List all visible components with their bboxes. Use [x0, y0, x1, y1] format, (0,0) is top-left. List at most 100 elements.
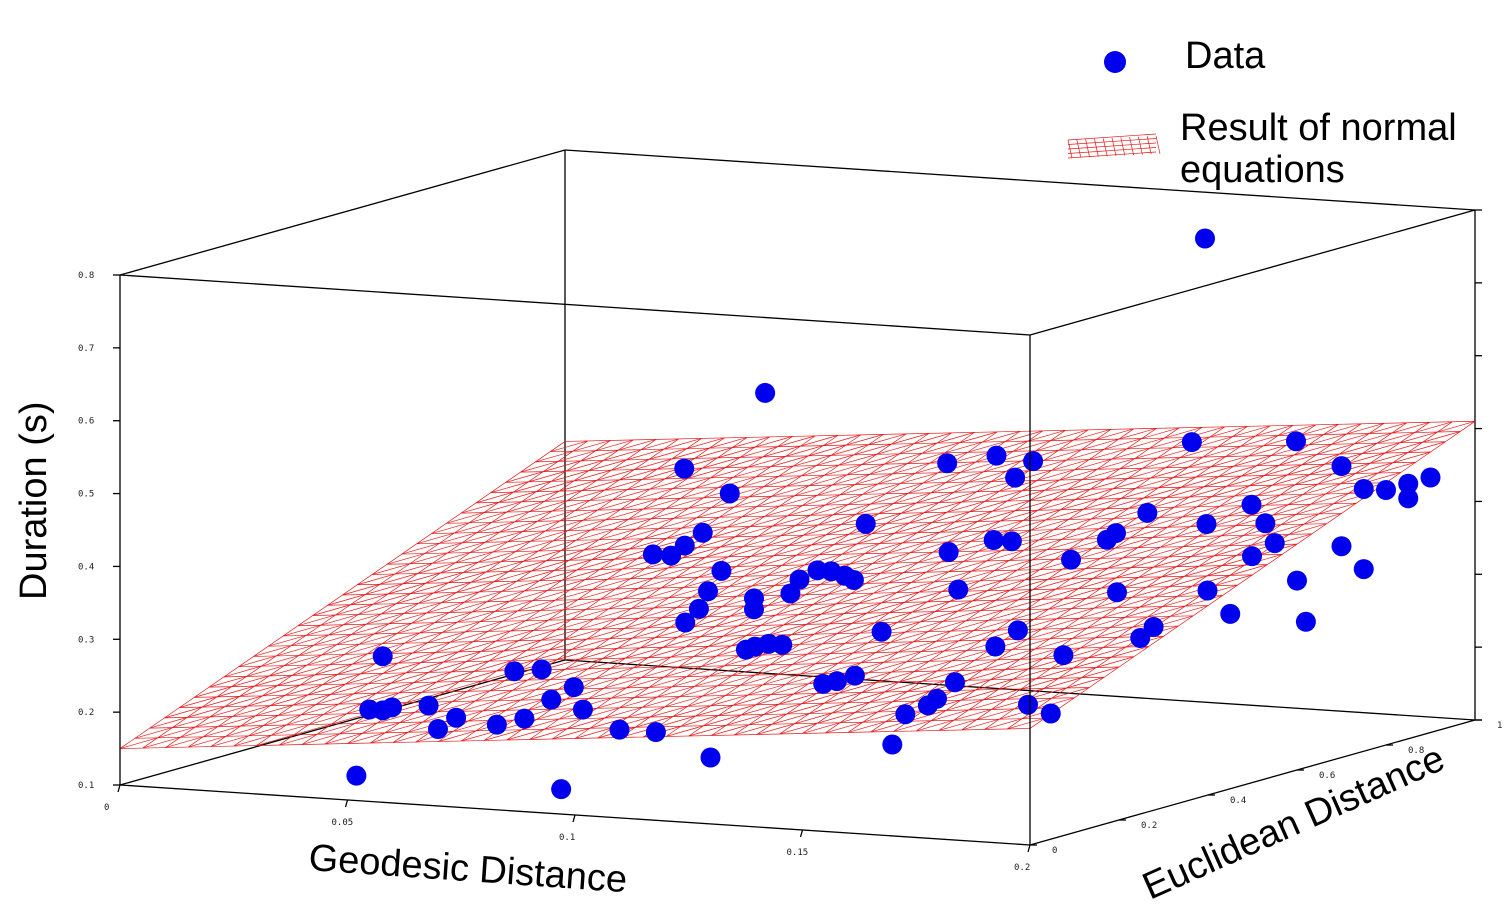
plane-mesh-diagonal — [462, 531, 500, 544]
data-point — [1353, 559, 1374, 580]
plane-mesh-diagonal — [742, 535, 781, 547]
plane-mesh-diagonal — [1184, 565, 1222, 577]
data-point — [1061, 549, 1081, 570]
plane-mesh-diagonal — [1154, 585, 1193, 598]
plane-mesh-diagonal — [740, 476, 779, 488]
plane-mesh-diagonal — [618, 667, 657, 679]
plane-mesh-diagonal — [650, 705, 688, 718]
plane-mesh-diagonal — [665, 497, 704, 509]
plane-mesh-diagonal — [847, 493, 886, 505]
plane-mesh-diagonal — [284, 654, 322, 666]
plane-mesh-diagonal — [866, 602, 905, 614]
y-tick-label: 1 — [1497, 721, 1502, 731]
plane-mesh-diagonal — [545, 519, 583, 532]
plane-mesh-diagonal — [232, 705, 271, 717]
plane-mesh-diagonal — [823, 662, 861, 674]
plane-mesh-diagonal — [1068, 508, 1107, 520]
plane-mesh-diagonal — [734, 495, 772, 508]
plane-mesh-diagonal — [979, 569, 1018, 582]
plane-mesh-diagonal — [799, 633, 838, 645]
data-point — [563, 677, 584, 698]
plane-mesh-diagonal — [787, 504, 826, 517]
plane-mesh-diagonal — [1070, 567, 1109, 580]
plane-mesh-diagonal — [824, 692, 862, 704]
plane-mesh-diagonal — [463, 561, 501, 573]
plane-mesh-diagonal — [800, 662, 839, 675]
plane-mesh-diagonal — [741, 703, 779, 716]
plane-mesh-diagonal — [908, 482, 946, 494]
data-point — [1331, 456, 1352, 477]
plane-mesh-diagonal — [1228, 534, 1267, 546]
plane-mesh-diagonal — [547, 579, 585, 591]
plane-mesh-diagonal — [692, 615, 731, 628]
plane-mesh-diagonal — [900, 472, 939, 484]
plane-mesh-diagonal — [456, 581, 494, 593]
plane-mesh-diagonal — [660, 576, 699, 589]
plane-mesh-diagonal — [322, 673, 361, 685]
data-point — [1040, 703, 1061, 724]
plane-mesh-diagonal — [1052, 488, 1091, 501]
plane-mesh-diagonal — [362, 722, 401, 734]
data-point — [945, 672, 965, 693]
plane-mesh-diagonal — [1229, 564, 1268, 576]
plane-mesh-diagonal — [351, 623, 390, 635]
data-point — [486, 714, 507, 735]
plane-mesh-diagonal — [392, 731, 431, 743]
plane-mesh-diagonal — [885, 482, 924, 495]
plane-mesh-diagonal — [727, 515, 765, 528]
plane-mesh-diagonal — [418, 592, 457, 604]
plane-mesh-diagonal — [1064, 617, 1103, 629]
legend-swatch-line — [1076, 139, 1082, 158]
plane-mesh-diagonal — [486, 590, 525, 603]
plane-mesh-diagonal — [598, 528, 637, 541]
plane-mesh-diagonal — [1294, 473, 1333, 486]
plane-mesh-diagonal — [741, 505, 780, 518]
plane-mesh-diagonal — [574, 727, 613, 739]
plane-mesh-diagonal — [678, 655, 717, 668]
plane-mesh-diagonal — [920, 610, 958, 623]
plane-mesh-diagonal — [536, 708, 575, 720]
plane-mesh-diagonal — [685, 635, 724, 648]
plane-mesh-diagonal — [465, 620, 503, 633]
plane-mesh-diagonal — [224, 695, 263, 707]
plane-mesh-diagonal — [854, 701, 893, 713]
plane-mesh-diagonal — [596, 697, 635, 709]
plane-mesh-diagonal — [1118, 427, 1157, 440]
plane-mesh-diagonal — [1048, 598, 1087, 610]
legend-swatch-line — [1146, 136, 1152, 155]
plane-mesh-diagonal — [590, 518, 629, 531]
plane-mesh-diagonal — [608, 597, 647, 610]
plane-mesh-diagonal — [922, 670, 960, 682]
plane-mesh-diagonal — [625, 647, 664, 659]
y-tick-label: 0.6 — [1319, 771, 1335, 781]
plane-mesh-diagonal — [248, 724, 287, 737]
plane-mesh-diagonal — [838, 454, 877, 466]
plane-mesh-diagonal — [1161, 565, 1200, 578]
plane-mesh-diagonal — [862, 483, 901, 495]
plane-mesh-diagonal — [868, 433, 907, 445]
plane-mesh-diagonal — [525, 609, 564, 622]
plane-mesh-diagonal — [1015, 529, 1054, 541]
plane-mesh-diagonal — [532, 589, 571, 602]
plane-mesh-diagonal — [531, 559, 570, 572]
plane-mesh-diagonal — [337, 663, 376, 675]
plane-mesh-diagonal — [1295, 503, 1334, 515]
data-point — [1220, 603, 1241, 624]
plane-mesh-diagonal — [1217, 435, 1256, 448]
plane-mesh-diagonal — [800, 435, 839, 447]
legend-swatch-line — [1067, 151, 1157, 159]
plane-mesh-diagonal — [509, 590, 548, 602]
plane-mesh-diagonal — [892, 462, 931, 475]
plane-mesh-diagonal — [468, 511, 507, 524]
plane-mesh-diagonal — [345, 673, 384, 685]
plane-mesh-diagonal — [816, 454, 854, 466]
plane-mesh-diagonal — [728, 545, 766, 558]
plane-mesh-diagonal — [534, 649, 573, 661]
plane-mesh-diagonal — [516, 570, 555, 582]
data-point — [372, 646, 393, 667]
plane-mesh-diagonal — [635, 716, 674, 728]
plane-mesh-diagonal — [756, 723, 795, 735]
plane-mesh-diagonal — [943, 639, 982, 652]
plane-mesh-diagonal — [372, 563, 410, 575]
data-point — [1241, 494, 1262, 515]
